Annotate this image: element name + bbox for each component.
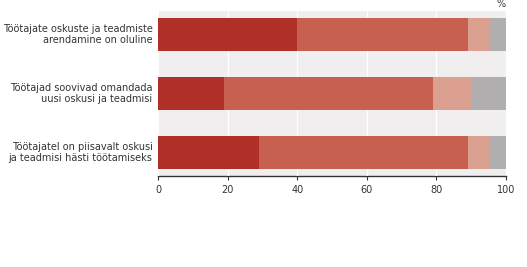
Text: %: % (497, 0, 506, 9)
Bar (158, 136, 259, 169)
Bar (158, 77, 224, 110)
Bar (297, 18, 467, 51)
Bar (471, 77, 506, 110)
Bar (433, 77, 471, 110)
Bar (224, 77, 433, 110)
Bar (467, 136, 489, 169)
Bar (489, 18, 506, 51)
Bar (467, 18, 489, 51)
Bar (158, 18, 297, 51)
Bar (489, 136, 506, 169)
Bar (259, 136, 467, 169)
